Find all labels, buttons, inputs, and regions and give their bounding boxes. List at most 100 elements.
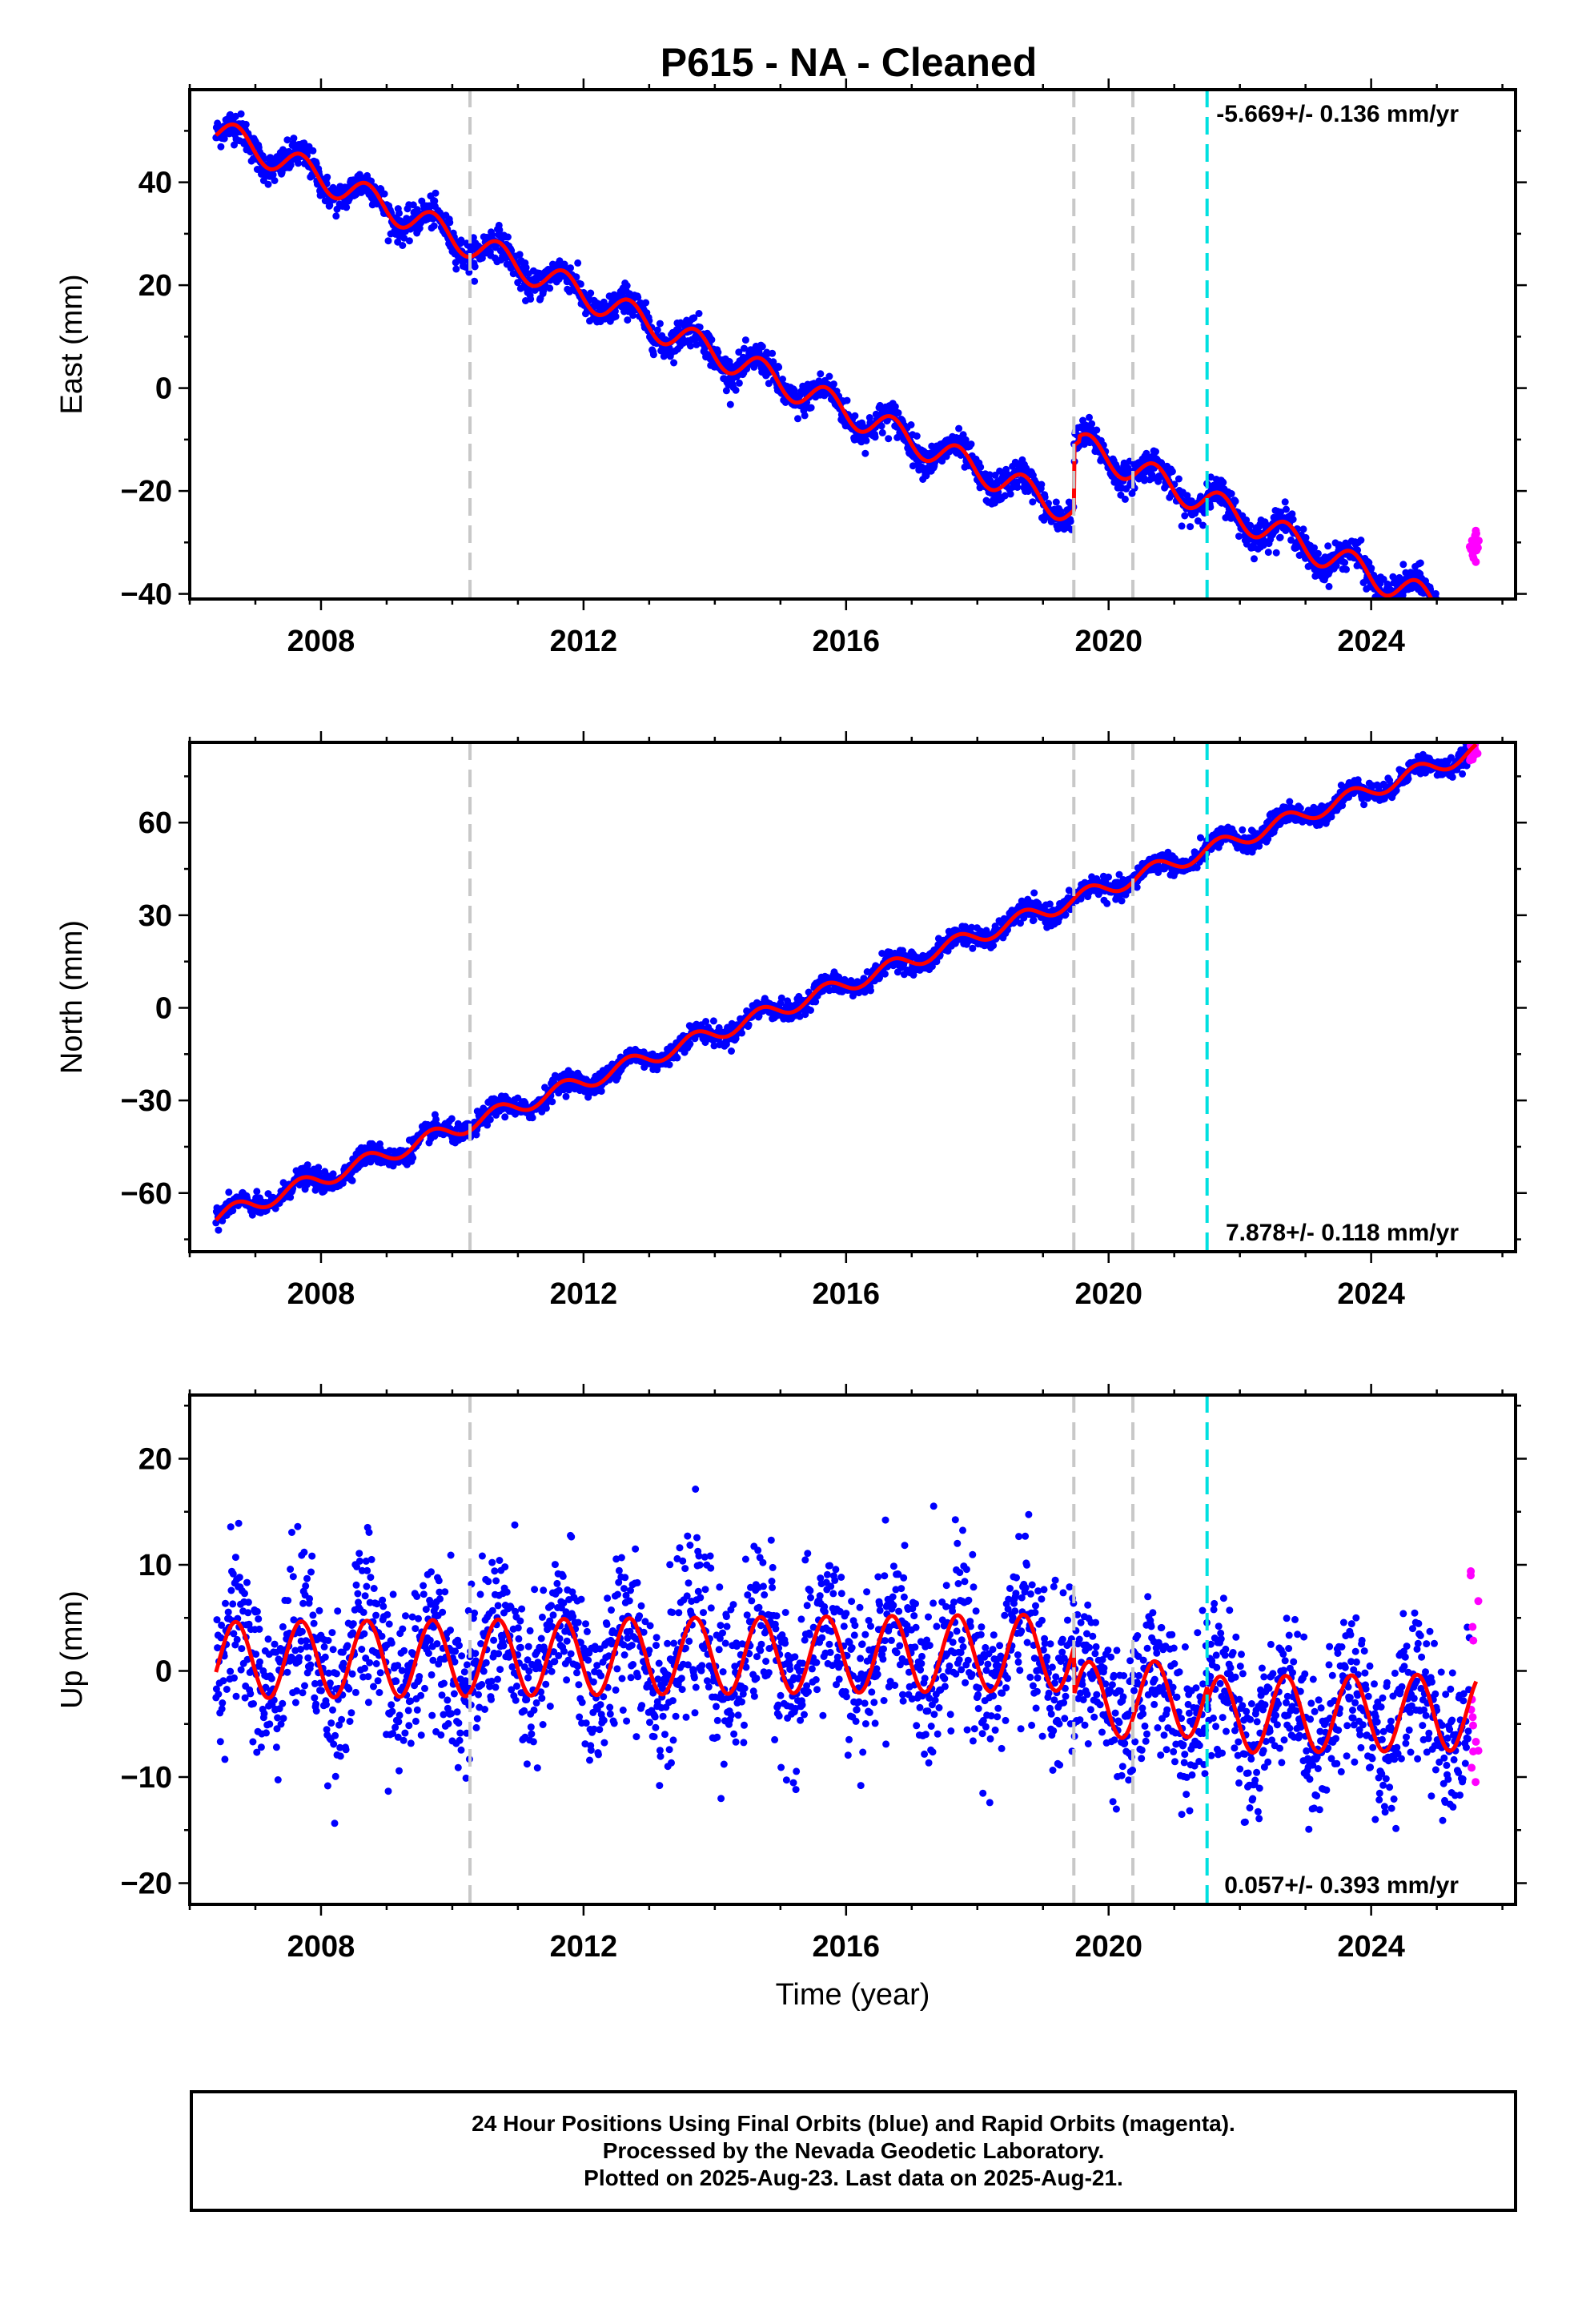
data-point — [576, 280, 584, 288]
data-point — [1239, 826, 1247, 834]
data-point-rapid — [1472, 546, 1481, 555]
data-point — [264, 180, 272, 188]
y-tick-label: −40 — [121, 578, 172, 612]
data-point — [1324, 542, 1332, 550]
data-point — [1041, 493, 1049, 501]
data-point — [271, 177, 279, 184]
data-point — [1435, 614, 1442, 621]
data-point — [1038, 480, 1046, 489]
data-point — [1447, 629, 1454, 637]
data-point — [1443, 637, 1450, 644]
data-point — [642, 299, 650, 307]
data-point — [807, 1007, 814, 1014]
data-point — [1456, 616, 1463, 623]
data-point — [1178, 522, 1186, 530]
data-point — [1439, 614, 1446, 621]
data-point — [977, 463, 985, 471]
data-point — [732, 386, 740, 394]
data-point — [323, 173, 331, 181]
data-point — [416, 224, 424, 232]
data-point — [1465, 609, 1472, 617]
data-point — [1461, 625, 1468, 633]
data-point — [686, 1040, 694, 1047]
data-point — [457, 236, 465, 244]
data-point — [1197, 834, 1204, 842]
data-point — [1219, 479, 1227, 486]
data-point — [1365, 559, 1373, 567]
data-point — [1140, 476, 1148, 485]
data-point — [1449, 613, 1456, 620]
data-point — [687, 342, 694, 350]
data-point — [1449, 610, 1456, 617]
data-point — [1086, 413, 1093, 421]
y-axis-label: East (mm) — [55, 274, 89, 414]
data-point — [885, 435, 893, 443]
data-point — [1231, 497, 1239, 505]
data-point — [405, 237, 413, 245]
data-point — [1431, 612, 1439, 619]
data-point — [215, 1226, 223, 1234]
final-orbit-points — [212, 110, 1472, 644]
data-point — [758, 343, 766, 351]
data-point — [516, 251, 524, 259]
data-point — [1207, 473, 1215, 481]
data-point — [623, 282, 631, 290]
data-point — [962, 436, 970, 444]
data-point — [1455, 610, 1462, 617]
data-point — [728, 1047, 735, 1055]
data-point — [1460, 620, 1467, 627]
data-point — [1442, 614, 1449, 621]
data-point — [624, 316, 632, 324]
data-point — [597, 1088, 605, 1096]
data-point — [612, 312, 620, 320]
data-point — [1052, 498, 1060, 506]
data-point — [1429, 602, 1436, 609]
data-point — [1448, 608, 1456, 615]
data-point-rapid — [1471, 535, 1480, 544]
data-point — [399, 242, 407, 249]
data-point — [1457, 621, 1464, 628]
data-point — [1446, 623, 1453, 630]
data-point — [794, 415, 801, 423]
data-point — [528, 1114, 536, 1122]
model-line — [215, 122, 1435, 599]
data-point — [542, 1104, 550, 1112]
data-point — [430, 222, 438, 230]
data-point — [894, 409, 902, 417]
data-point — [501, 1113, 509, 1121]
data-point — [478, 254, 486, 262]
data-point — [726, 400, 734, 408]
data-point — [649, 351, 657, 359]
data-point — [446, 219, 454, 227]
data-point — [462, 263, 469, 271]
x-tick-label: 2020 — [1074, 625, 1142, 658]
data-point — [1311, 544, 1318, 552]
data-point — [1399, 561, 1407, 569]
data-point — [735, 348, 743, 356]
data-point — [876, 401, 884, 409]
data-point — [1283, 505, 1290, 513]
data-point — [867, 987, 874, 995]
data-point — [861, 449, 869, 457]
data-point — [1463, 617, 1470, 624]
data-point — [1459, 616, 1466, 623]
data-point — [1443, 618, 1450, 625]
data-point — [1105, 873, 1112, 881]
data-point — [1288, 510, 1296, 518]
data-point — [1444, 621, 1452, 628]
data-point — [1440, 609, 1447, 617]
data-point — [1186, 523, 1195, 531]
data-point — [432, 189, 440, 197]
data-point — [1447, 625, 1454, 632]
data-point — [775, 364, 783, 372]
data-point — [355, 171, 363, 179]
data-point — [1425, 601, 1432, 608]
data-point — [1433, 609, 1440, 617]
data-point — [634, 293, 642, 301]
data-point — [1378, 600, 1385, 607]
data-point — [1174, 475, 1182, 483]
data-point — [409, 201, 417, 209]
data-point — [878, 428, 886, 436]
data-point — [1436, 614, 1443, 621]
